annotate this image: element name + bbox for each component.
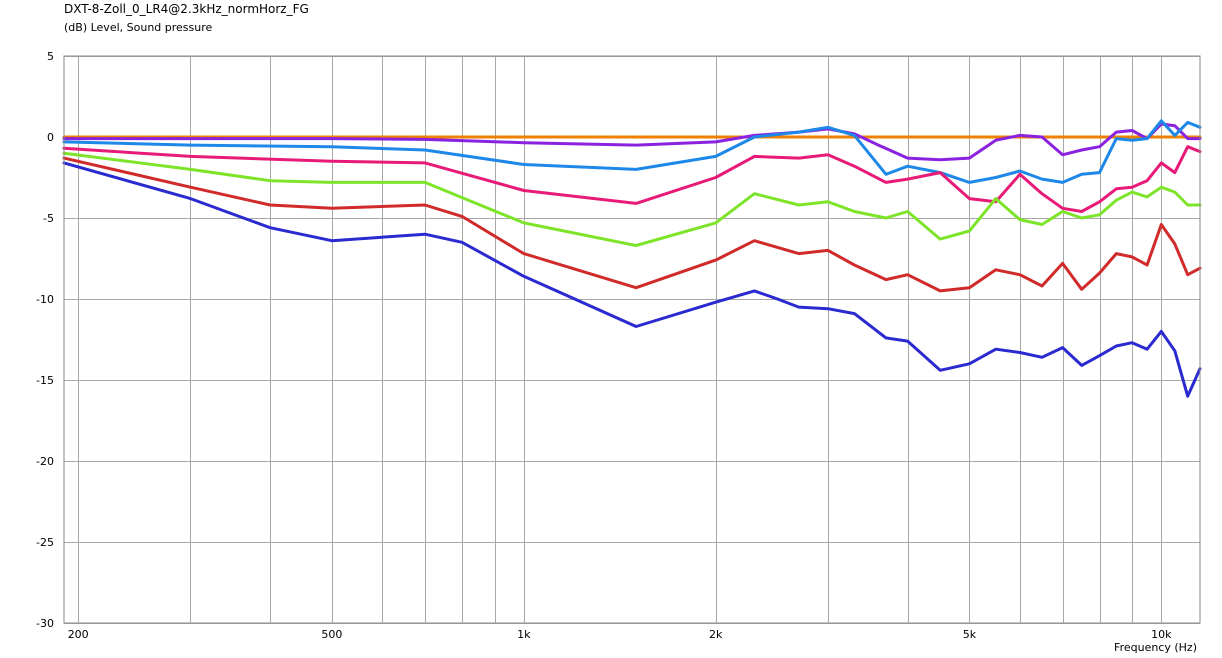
y-tick-label: 0 bbox=[47, 131, 54, 144]
y-tick-label: -15 bbox=[36, 374, 54, 387]
series-line-2 bbox=[62, 122, 1202, 162]
x-tick-label: 2k bbox=[709, 628, 723, 641]
plot-frame bbox=[63, 55, 1201, 624]
y-tick-label: -10 bbox=[36, 293, 54, 306]
y-tick-label: -20 bbox=[36, 455, 54, 468]
chart-title: DXT-8-Zoll_0_LR4@2.3kHz_normHorz_FG bbox=[64, 2, 309, 16]
y-tick-label: -25 bbox=[36, 536, 54, 549]
x-tick-label: 200 bbox=[68, 628, 89, 641]
chart-subtitle: (dB) Level, Sound pressure bbox=[64, 21, 213, 34]
x-tick-label: 500 bbox=[321, 628, 342, 641]
tick-labels: 5 0 -5 -10 -15 -20 -25 -30 200 500 1k 2k 5k 10k bbox=[36, 50, 1172, 641]
grid bbox=[64, 56, 1200, 624]
y-tick-label: -5 bbox=[43, 212, 54, 225]
series-line-6 bbox=[62, 156, 1202, 293]
y-tick-label: 5 bbox=[47, 50, 54, 63]
series-line-4 bbox=[62, 145, 1202, 213]
x-tick-label: 5k bbox=[963, 628, 977, 641]
series-lines bbox=[62, 119, 1202, 398]
x-tick-label: 10k bbox=[1151, 628, 1172, 641]
y-tick-label: -30 bbox=[36, 617, 54, 630]
series-line-5 bbox=[62, 151, 1202, 247]
series-line-7 bbox=[62, 161, 1202, 398]
series-line-3 bbox=[62, 119, 1202, 184]
x-tick-label: 1k bbox=[517, 628, 531, 641]
x-axis-label: Frequency (Hz) bbox=[1114, 641, 1197, 654]
